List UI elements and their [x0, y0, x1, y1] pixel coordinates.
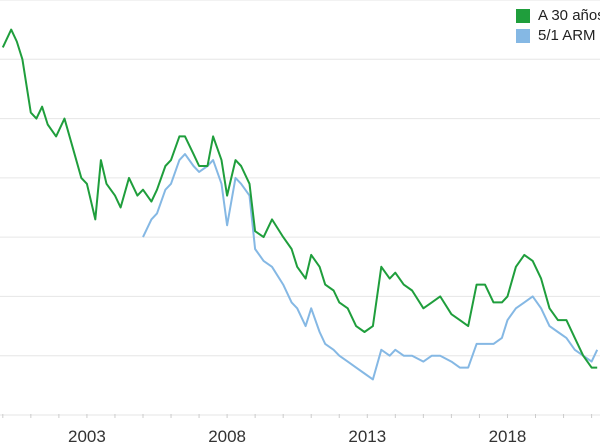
- legend-swatch-30yr: [516, 9, 530, 23]
- x-axis-ticks: 2003 2008 2013 2018: [2, 414, 593, 442]
- x-tick-label: 2003: [68, 427, 106, 442]
- series-line-30yr: [1, 28, 598, 369]
- legend-swatch-arm: [516, 29, 530, 43]
- legend-label-arm: 5/1 ARM: [538, 27, 596, 44]
- legend: A 30 años 5/1 ARM: [516, 6, 600, 46]
- x-tick-label: 2008: [208, 427, 246, 442]
- series-line-arm: [142, 153, 599, 381]
- legend-label-30yr: A 30 años: [538, 7, 600, 24]
- series-lines: [1, 28, 599, 381]
- legend-item-30yr: A 30 años: [516, 6, 600, 26]
- x-tick-label: 2013: [348, 427, 386, 442]
- gridlines: [0, 0, 600, 416]
- x-tick-label: 2018: [489, 427, 527, 442]
- legend-item-arm: 5/1 ARM: [516, 26, 600, 46]
